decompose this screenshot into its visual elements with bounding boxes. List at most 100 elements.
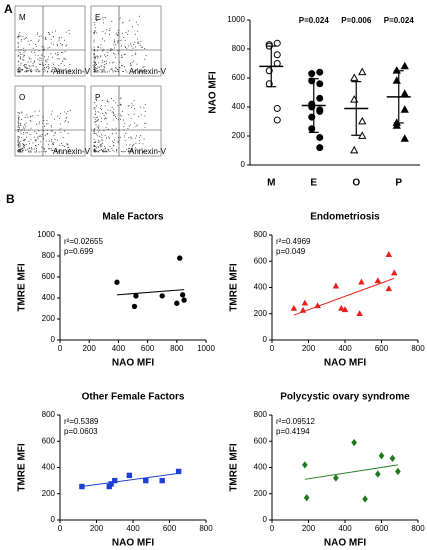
flow-dot [113, 113, 115, 115]
flow-dot [109, 109, 111, 111]
flow-dot [17, 120, 19, 122]
flow-dot [49, 46, 51, 48]
flow-dot [103, 66, 105, 68]
flow-dot [100, 144, 102, 146]
flow-dot [35, 133, 37, 135]
flow-dot [69, 148, 71, 150]
flow-dot [19, 32, 21, 34]
flow-dot [96, 55, 98, 57]
point [181, 297, 187, 303]
chart-title: Endometriosis [310, 212, 380, 223]
x-tick-label: 400 [112, 344, 126, 353]
x-tick-label: 400 [338, 524, 352, 533]
y-tick-label: 0 [263, 335, 268, 344]
flow-dot [93, 53, 95, 55]
flow-dot [139, 71, 141, 73]
flow-dot [141, 46, 143, 48]
flow-dot [113, 42, 115, 44]
x-axis-label: NAO MFI [112, 358, 154, 369]
flow-dot [111, 147, 113, 149]
flow-dot [45, 63, 47, 65]
flow-dot [104, 105, 106, 107]
flow-panel [90, 85, 162, 157]
point [314, 302, 321, 309]
flow-dot [94, 27, 96, 29]
flow-dot [93, 141, 95, 143]
flow-dot [93, 128, 95, 130]
flow-dot [101, 149, 103, 151]
flow-dot [98, 141, 100, 143]
annotation: r²=0.02655 [64, 237, 103, 246]
y-tick-label: 400 [232, 102, 246, 111]
flow-dot [130, 117, 132, 119]
flow-dot [38, 71, 40, 73]
y-tick-label: 200 [254, 309, 268, 318]
flow-dot [137, 30, 139, 32]
flow-dot [57, 54, 59, 56]
flow-dot [57, 70, 59, 72]
flow-dot [18, 60, 20, 62]
flow-dot [26, 114, 28, 116]
flow-dot [60, 142, 62, 144]
flow-dot [122, 70, 124, 72]
point [374, 277, 382, 284]
flow-dot [95, 145, 97, 147]
point [308, 70, 316, 78]
flow-dot [111, 128, 113, 130]
flow-dot [24, 138, 26, 140]
flow-dot [95, 71, 97, 73]
y-tick-label: 600 [254, 256, 268, 265]
flow-dot [56, 54, 58, 56]
flow-dot [113, 108, 115, 110]
flow-dot [56, 45, 58, 47]
flow-dot [106, 99, 108, 101]
flow-dot [116, 68, 118, 70]
flow-dot [106, 54, 108, 56]
point [316, 80, 324, 88]
flow-dot [125, 132, 127, 134]
flow-dot [50, 53, 52, 55]
flow-dot [53, 135, 55, 137]
flow-dot [40, 151, 42, 153]
flow-dot [98, 119, 100, 121]
y-axis-label: TMRE MFI [229, 443, 240, 492]
flow-dot [47, 47, 49, 49]
flow-dot [131, 71, 133, 73]
flow-dot [23, 38, 25, 40]
flow-dot [50, 148, 52, 150]
flow-dot [120, 104, 122, 106]
flow-dot [22, 139, 24, 141]
y-tick-label: 200 [254, 489, 268, 498]
flow-dot [132, 144, 134, 146]
flow-dot [33, 148, 35, 150]
flow-dot [128, 20, 130, 22]
point [273, 104, 281, 112]
flow-dot [106, 63, 108, 65]
flow-dot [134, 53, 136, 55]
flow-dot [64, 111, 66, 113]
flow-dot [93, 56, 95, 58]
flow-dot [33, 61, 35, 63]
flow-dot [20, 38, 22, 40]
flow-dot [95, 55, 97, 57]
flow-dot [44, 135, 46, 137]
flow-dot [43, 46, 45, 48]
flow-dot [105, 113, 107, 115]
y-axis-label: NAO MFI [208, 71, 219, 113]
flow-dot [40, 135, 42, 137]
point [112, 477, 118, 484]
flow-dot [93, 61, 95, 63]
flow-dot [110, 68, 112, 70]
flow-dot [41, 134, 43, 136]
flow-dot [103, 151, 105, 153]
flow-dot [144, 115, 146, 117]
flow-dot [20, 35, 22, 37]
flow-dot [66, 44, 68, 46]
flow-dot [17, 130, 19, 132]
point [400, 61, 409, 70]
flow-dot [100, 121, 102, 123]
flow-dot [102, 71, 104, 73]
flow-dot [44, 56, 46, 58]
flow-dot [58, 40, 60, 42]
flow-dot [97, 146, 99, 148]
